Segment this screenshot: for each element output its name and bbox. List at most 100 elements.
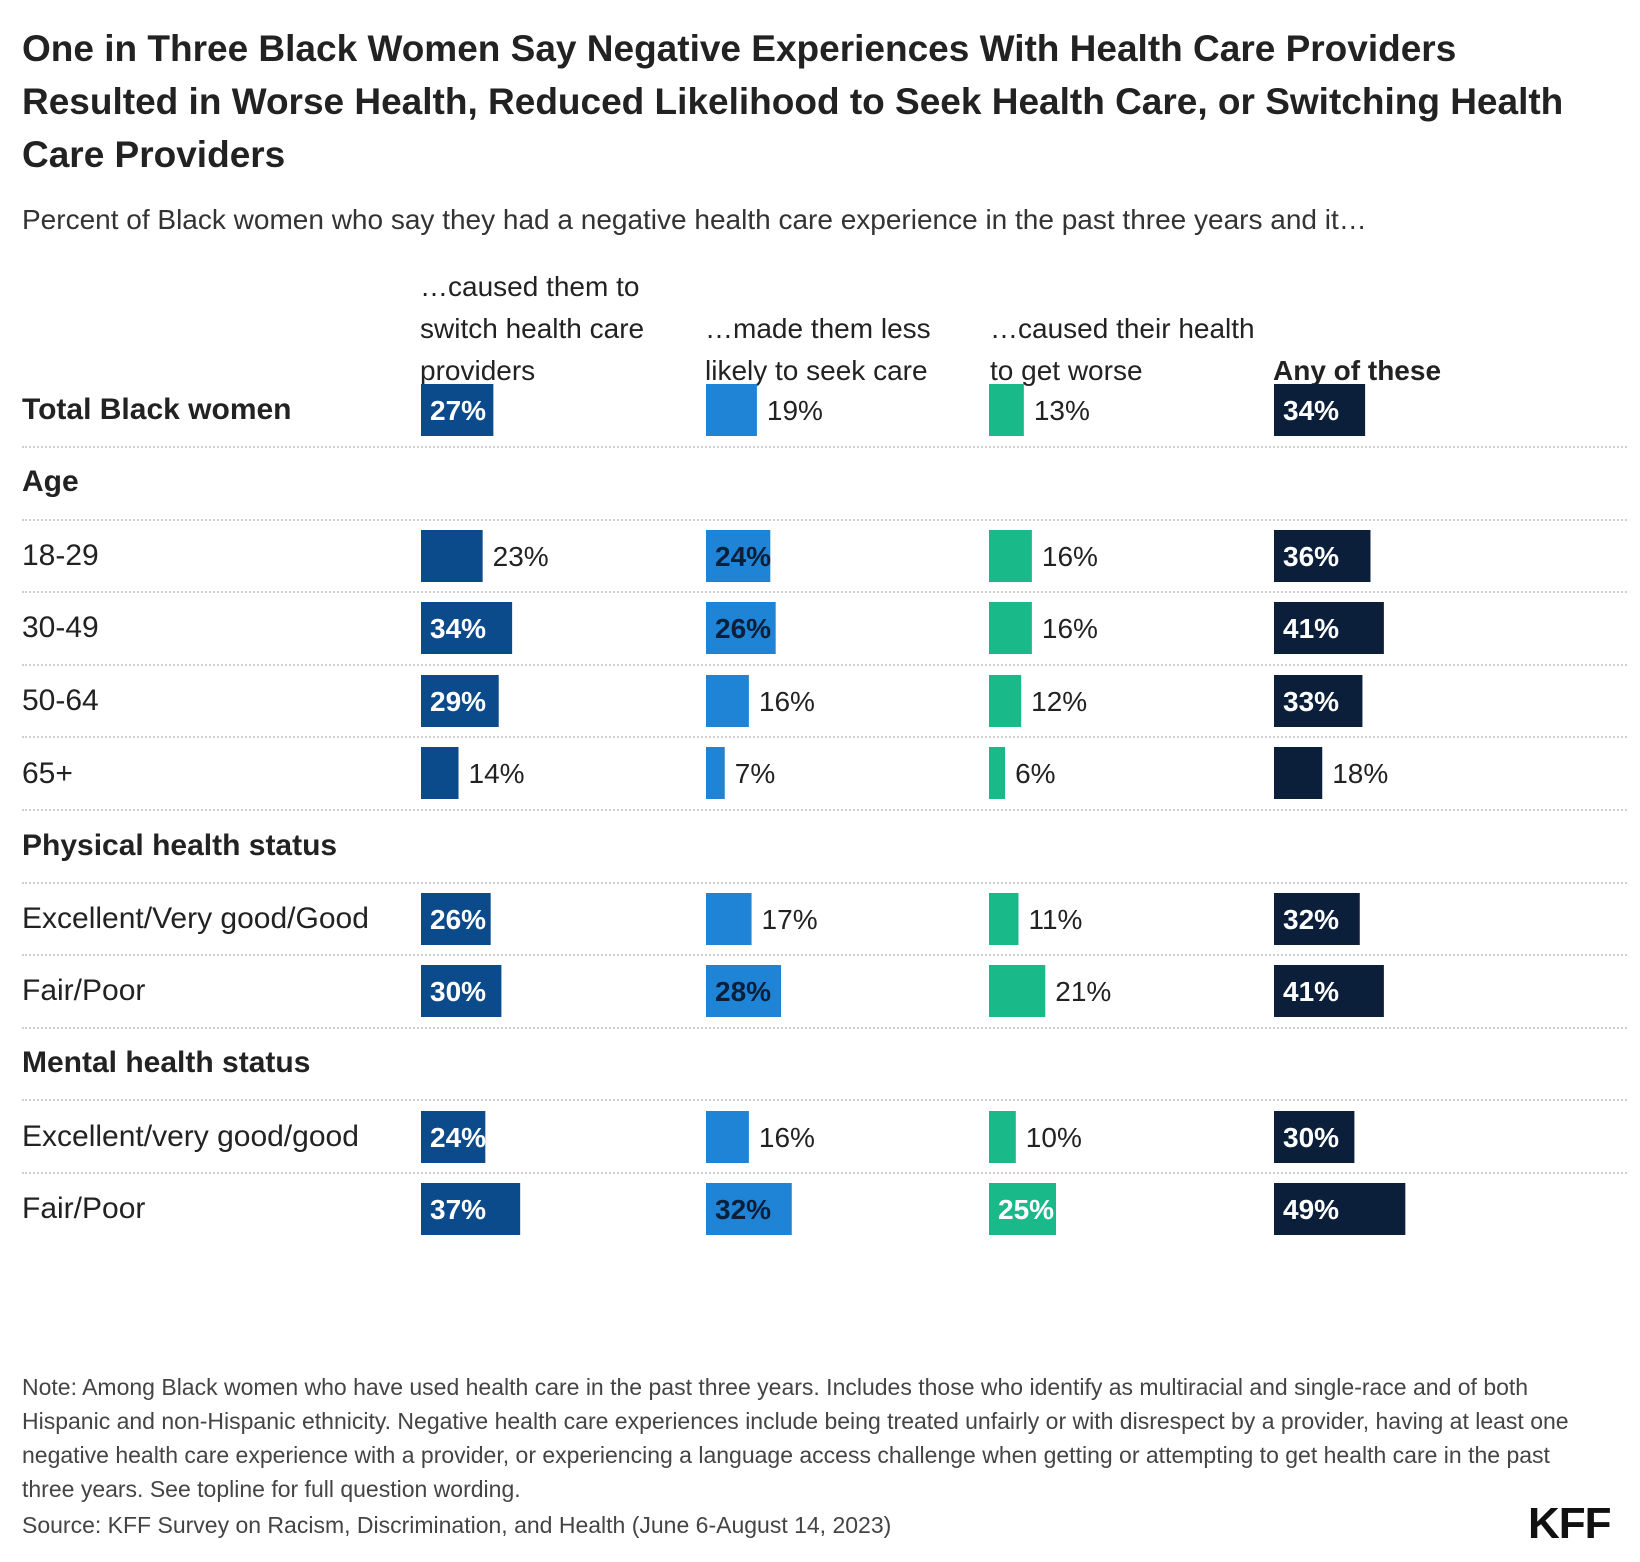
data-label-seek-care-physical-fair-poor: 28% bbox=[715, 976, 771, 1007]
bar-seek-care-30-49 bbox=[706, 602, 776, 654]
data-label-switch-30-49: 34% bbox=[430, 613, 486, 644]
bar-any-50-64 bbox=[1274, 675, 1363, 727]
data-label-switch-mental-fair-poor: 37% bbox=[430, 1194, 486, 1225]
data-label-switch-total: 27% bbox=[430, 395, 486, 426]
bar-health-worse-mental-fair-poor bbox=[989, 1183, 1056, 1235]
data-label-any-50-64: 33% bbox=[1283, 686, 1339, 717]
data-label-health-worse-mental-good: 10% bbox=[1026, 1122, 1082, 1153]
column-header-seek-care: …made them less likely to seek care bbox=[705, 313, 931, 386]
data-label-seek-care-65-plus: 7% bbox=[735, 758, 775, 789]
row-label-50-64: 50-64 bbox=[22, 684, 99, 717]
source-note: Source: KFF Survey on Racism, Discrimina… bbox=[22, 1512, 892, 1538]
column-header-health-worse: …caused their health to get worse bbox=[990, 313, 1255, 386]
divider bbox=[22, 1172, 1627, 1174]
bar-health-worse-physical-fair-poor bbox=[989, 965, 1046, 1017]
divider bbox=[22, 736, 1627, 738]
data-label-health-worse-30-49: 16% bbox=[1042, 613, 1098, 644]
data-label-health-worse-mental-fair-poor: 25% bbox=[998, 1194, 1054, 1225]
bar-seek-care-physical-good bbox=[706, 893, 752, 945]
bar-switch-65-plus bbox=[421, 747, 459, 799]
bar-health-worse-50-64 bbox=[989, 675, 1022, 727]
row-label-30-49: 30-49 bbox=[22, 611, 99, 644]
data-label-seek-care-total: 19% bbox=[767, 395, 823, 426]
data-label-any-physical-good: 32% bbox=[1283, 904, 1339, 935]
bar-switch-mental-fair-poor bbox=[421, 1183, 521, 1235]
footnote: Note: Among Black women who have used he… bbox=[22, 1374, 1569, 1502]
bar-switch-mental-good bbox=[421, 1111, 486, 1163]
group-label-age: Age bbox=[22, 465, 79, 498]
row-label-mental-fair-poor: Fair/Poor bbox=[22, 1192, 146, 1225]
data-label-health-worse-18-29: 16% bbox=[1042, 541, 1098, 572]
bar-any-total bbox=[1274, 384, 1366, 436]
divider bbox=[22, 664, 1627, 666]
row-label-mental-good: Excellent/very good/good bbox=[22, 1120, 359, 1153]
bar-any-physical-good bbox=[1274, 893, 1360, 945]
data-label-health-worse-physical-good: 11% bbox=[1028, 904, 1082, 935]
divider bbox=[22, 809, 1627, 811]
bar-health-worse-mental-good bbox=[989, 1111, 1016, 1163]
bar-seek-care-65-plus bbox=[706, 747, 725, 799]
data-label-any-30-49: 41% bbox=[1283, 613, 1339, 644]
data-label-switch-18-29: 23% bbox=[493, 541, 549, 572]
bar-switch-50-64 bbox=[421, 675, 499, 727]
bar-switch-physical-good bbox=[421, 893, 491, 945]
bar-any-physical-fair-poor bbox=[1274, 965, 1384, 1017]
chart-title: One in Three Black Women Say Negative Ex… bbox=[22, 28, 1564, 175]
data-label-seek-care-18-29: 24% bbox=[715, 541, 771, 572]
bar-switch-physical-fair-poor bbox=[421, 965, 502, 1017]
divider bbox=[22, 882, 1627, 884]
data-label-health-worse-physical-fair-poor: 21% bbox=[1055, 976, 1111, 1007]
data-label-seek-care-mental-good: 16% bbox=[759, 1122, 815, 1153]
data-label-health-worse-65-plus: 6% bbox=[1015, 758, 1055, 789]
bar-switch-18-29 bbox=[421, 530, 483, 582]
bar-seek-care-mental-good bbox=[706, 1111, 749, 1163]
bar-seek-care-mental-fair-poor bbox=[706, 1183, 792, 1235]
data-label-any-total: 34% bbox=[1283, 395, 1339, 426]
divider bbox=[22, 1027, 1627, 1029]
column-header-switch: …caused them to switch health care provi… bbox=[420, 271, 645, 386]
data-label-seek-care-30-49: 26% bbox=[715, 613, 771, 644]
kff-logo: KFF bbox=[1528, 1499, 1612, 1548]
bar-seek-care-18-29 bbox=[706, 530, 771, 582]
data-label-any-mental-good: 30% bbox=[1283, 1122, 1339, 1153]
data-label-switch-physical-good: 26% bbox=[430, 904, 486, 935]
data-label-switch-65-plus: 14% bbox=[469, 758, 525, 789]
bar-health-worse-30-49 bbox=[989, 602, 1032, 654]
data-label-any-18-29: 36% bbox=[1283, 541, 1339, 572]
data-label-health-worse-total: 13% bbox=[1034, 395, 1090, 426]
bar-switch-30-49 bbox=[421, 602, 513, 654]
group-label-mental-health: Mental health status bbox=[22, 1046, 311, 1079]
divider bbox=[22, 954, 1627, 956]
divider bbox=[22, 591, 1627, 593]
data-label-any-65-plus: 18% bbox=[1332, 758, 1388, 789]
divider bbox=[22, 1099, 1627, 1101]
data-label-seek-care-50-64: 16% bbox=[759, 686, 815, 717]
data-label-any-physical-fair-poor: 41% bbox=[1283, 976, 1339, 1007]
bar-seek-care-total bbox=[706, 384, 757, 436]
data-label-switch-50-64: 29% bbox=[430, 686, 486, 717]
column-header-any: Any of these bbox=[1273, 355, 1442, 386]
data-label-seek-care-physical-good: 17% bbox=[762, 904, 818, 935]
bar-health-worse-18-29 bbox=[989, 530, 1032, 582]
bar-any-65-plus bbox=[1274, 747, 1323, 799]
row-label-18-29: 18-29 bbox=[22, 539, 99, 572]
bar-health-worse-total bbox=[989, 384, 1024, 436]
bar-any-30-49 bbox=[1274, 602, 1384, 654]
data-label-any-mental-fair-poor: 49% bbox=[1283, 1194, 1339, 1225]
bar-any-mental-fair-poor bbox=[1274, 1183, 1406, 1235]
bar-seek-care-physical-fair-poor bbox=[706, 965, 782, 1017]
data-label-switch-mental-good: 24% bbox=[430, 1122, 486, 1153]
divider bbox=[22, 519, 1627, 521]
group-label-physical-health: Physical health status bbox=[22, 829, 338, 862]
bar-health-worse-physical-good bbox=[989, 893, 1019, 945]
data-label-seek-care-mental-fair-poor: 32% bbox=[715, 1194, 771, 1225]
divider bbox=[22, 446, 1627, 448]
row-label-total: Total Black women bbox=[22, 393, 292, 426]
bar-seek-care-50-64 bbox=[706, 675, 749, 727]
bar-any-mental-good bbox=[1274, 1111, 1355, 1163]
bar-health-worse-65-plus bbox=[989, 747, 1006, 799]
row-label-physical-fair-poor: Fair/Poor bbox=[22, 974, 146, 1007]
data-label-switch-physical-fair-poor: 30% bbox=[430, 976, 486, 1007]
chart-subtitle: Percent of Black women who say they had … bbox=[22, 204, 1367, 235]
